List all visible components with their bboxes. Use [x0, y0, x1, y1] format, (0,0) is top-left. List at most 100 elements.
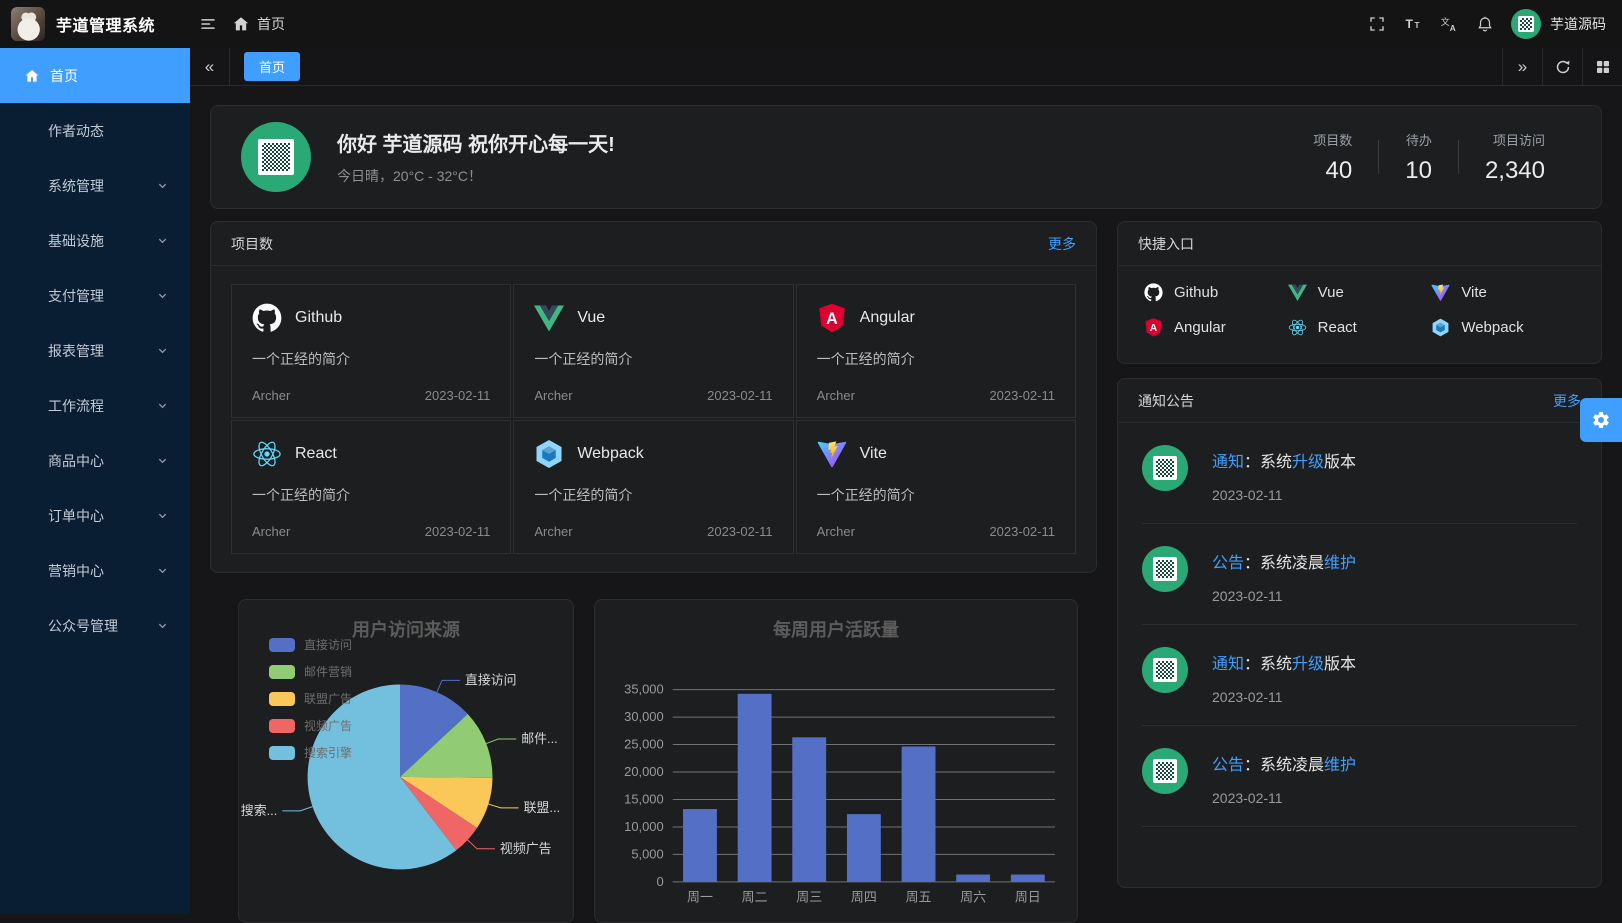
notices-more-link[interactable]: 更多	[1553, 392, 1581, 409]
settings-button[interactable]	[1580, 398, 1622, 442]
double-chevron-right-icon: »	[1517, 57, 1528, 76]
welcome-greeting: 你好 芋道源码 祝你开心每一天!	[337, 134, 615, 156]
legend-item-3[interactable]: 视频广告	[269, 717, 352, 734]
notice-item-0[interactable]: 通知：系统升级版本 2023-02-11	[1142, 423, 1577, 524]
home-icon	[232, 15, 250, 33]
project-card-angular[interactable]: A Angular 一个正经的简介 Archer 2023-02-11	[795, 284, 1076, 418]
gear-icon	[1593, 412, 1609, 428]
quick-entry-vite[interactable]: Vite	[1431, 283, 1575, 302]
y-axis-tick: 15,000	[624, 791, 664, 806]
pie-slice-label: 联盟...	[524, 800, 561, 815]
notice-title: 公告：系统凌晨维护	[1212, 757, 1357, 774]
quick-entry-react[interactable]: React	[1288, 318, 1432, 337]
project-desc: 一个正经的简介	[534, 351, 633, 367]
stat-divider	[1378, 140, 1380, 174]
quick-entry-label: Angular	[1174, 319, 1226, 336]
x-axis-tick: 周六	[960, 890, 986, 905]
project-author: Archer	[252, 524, 291, 539]
pie-slice-4	[307, 684, 457, 870]
notice-date: 2023-02-11	[1212, 588, 1283, 604]
project-name: Github	[295, 309, 343, 326]
notice-item-1[interactable]: 公告：系统凌晨维护 2023-02-11	[1142, 524, 1577, 625]
breadcrumb-label: 首页	[257, 16, 285, 32]
sidebar-item-7[interactable]: 商品中心	[0, 433, 190, 488]
legend-label: 联盟广告	[304, 692, 353, 706]
project-date: 2023-02-11	[424, 388, 491, 403]
tab-0[interactable]: 首页	[244, 52, 301, 81]
fullscreen-icon	[1370, 17, 1384, 31]
legend-item-0[interactable]: 直接访问	[269, 636, 352, 653]
sidebar-item-4[interactable]: 支付管理	[0, 268, 190, 323]
x-axis-tick: 周五	[906, 890, 932, 905]
chevron-down-icon	[158, 568, 167, 574]
sidebar-item-9[interactable]: 营销中心	[0, 543, 190, 598]
bar-chart-card: 每周用户活跃量 0 5,000 10,000 15,000 20,000 25,000 30…	[594, 599, 1078, 923]
pie-legend: 直接访问邮件营销联盟广告视频广告搜索引擎	[269, 636, 352, 771]
project-author: Archer	[534, 388, 573, 403]
project-desc: 一个正经的简介	[534, 487, 633, 503]
sidebar-item-1[interactable]: 作者动态	[0, 103, 190, 158]
project-card-react[interactable]: React 一个正经的简介 Archer 2023-02-11	[231, 420, 512, 554]
sidebar-item-8[interactable]: 订单中心	[0, 488, 190, 543]
vite-icon	[817, 441, 846, 468]
sidebar-item-10[interactable]: 公众号管理	[0, 598, 190, 653]
welcome-card: 你好 芋道源码 祝你开心每一天! 今日晴，20°C - 32°C！ 项目数 40…	[210, 105, 1602, 209]
layout-grid-button[interactable]	[1582, 47, 1622, 86]
notice-item-2[interactable]: 通知：系统升级版本 2023-02-11	[1142, 625, 1577, 726]
project-date: 2023-02-11	[707, 524, 773, 539]
legend-swatch	[269, 637, 295, 652]
sidebar-item-label: 商品中心	[48, 452, 104, 469]
legend-item-1[interactable]: 邮件营销	[269, 663, 352, 680]
stat-value: 40	[1325, 156, 1353, 184]
refresh-button[interactable]	[1542, 47, 1582, 86]
project-card-webpack[interactable]: Webpack 一个正经的简介 Archer 2023-02-11	[513, 420, 794, 554]
notice-body: 公告：系统凌晨维护 2023-02-11	[1212, 748, 1356, 806]
layout-grid-icon	[1596, 60, 1609, 73]
sidebar-collapse-button[interactable]	[190, 0, 226, 48]
breadcrumb[interactable]: 首页	[232, 14, 285, 34]
notice-item-3[interactable]: 公告：系统凌晨维护 2023-02-11	[1142, 726, 1577, 827]
projects-more-link[interactable]: 更多	[1048, 235, 1076, 252]
home-icon	[25, 69, 39, 82]
sidebar-item-0[interactable]: 首页	[0, 48, 190, 103]
legend-swatch	[269, 691, 295, 706]
stat-value: 10	[1405, 156, 1432, 184]
tabs-scroll-left-button[interactable]: «	[190, 47, 230, 86]
quick-entry-vue[interactable]: Vue	[1287, 283, 1432, 302]
tabs-scroll-right-button[interactable]: »	[1502, 47, 1542, 86]
chevron-down-icon	[158, 293, 167, 299]
hamburger-icon	[201, 19, 215, 29]
y-axis-tick: 25,000	[624, 736, 664, 751]
sidebar-item-3[interactable]: 基础设施	[0, 213, 190, 268]
sidebar-item-5[interactable]: 报表管理	[0, 323, 190, 378]
notices-header: 通知公告 更多	[1118, 379, 1601, 423]
quick-entry-title: 快捷入口	[1138, 235, 1194, 252]
projects-card-title: 项目数	[231, 235, 273, 252]
quick-entry-github[interactable]: Github	[1144, 283, 1288, 302]
quick-entry-webpack[interactable]: Webpack	[1431, 318, 1575, 337]
legend-item-4[interactable]: 搜索引擎	[269, 744, 352, 761]
svg-text:A: A	[826, 310, 838, 328]
fullscreen-button[interactable]	[1359, 0, 1395, 48]
user-menu[interactable]: 芋道源码	[1511, 9, 1606, 39]
project-card-github[interactable]: Github 一个正经的简介 Archer 2023-02-11	[231, 284, 512, 418]
stat-value: 2,340	[1484, 156, 1545, 184]
legend-item-2[interactable]: 联盟广告	[269, 690, 352, 707]
quick-entry-angular[interactable]: A Angular	[1144, 318, 1288, 337]
project-card-vue[interactable]: Vue 一个正经的简介 Archer 2023-02-11	[513, 284, 794, 418]
y-axis-tick: 5,000	[631, 846, 663, 861]
project-name: React	[295, 445, 337, 462]
legend-swatch	[269, 745, 295, 760]
sidebar-item-2[interactable]: 系统管理	[0, 158, 190, 213]
project-date: 2023-02-11	[989, 388, 1055, 403]
project-card-vite[interactable]: Vite 一个正经的简介 Archer 2023-02-11	[795, 420, 1076, 554]
vue-icon	[1287, 284, 1307, 302]
notification-bell-button[interactable]	[1467, 0, 1503, 48]
notice-body: 公告：系统凌晨维护 2023-02-11	[1212, 546, 1356, 604]
stat-label: 项目访问	[1492, 132, 1545, 148]
quick-entry-label: React	[1317, 319, 1357, 336]
sidebar-item-6[interactable]: 工作流程	[0, 378, 190, 433]
